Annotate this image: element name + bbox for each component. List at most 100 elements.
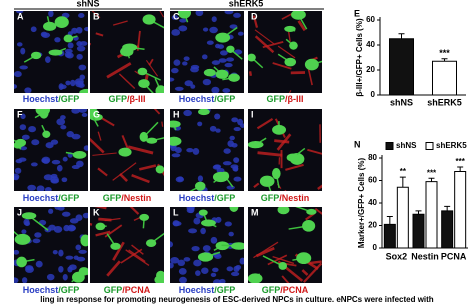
nucleus [21,134,30,140]
nucleus [30,162,38,167]
gfp-cell [302,220,316,232]
nucleus [66,52,74,59]
image-content [90,207,164,283]
red-fiber [317,184,322,191]
bar [441,210,454,249]
nucleus [226,266,234,272]
nucleus [34,232,42,238]
red-fiber [97,167,108,177]
red-fiber [127,145,154,155]
red-fiber [97,131,102,141]
red-fiber [301,269,309,276]
micrograph: J [14,207,88,283]
nucleus [44,186,52,191]
panel-label: B [93,11,100,21]
y-axis-label: Marker+/GFP+ Cells (%) [357,158,366,249]
chart-label: E [354,8,360,18]
nucleus [14,71,22,78]
nucleus [36,185,45,191]
y-tick-label: 80 [368,153,377,162]
nucleus [54,207,61,210]
gfp-cell [198,209,208,216]
micrograph: D [248,11,322,93]
y-tick-label: 0 [371,90,376,99]
panel-caption: Hoechst/GFP [23,94,80,104]
gfp-cell [42,130,51,138]
gfp-cell [95,222,106,231]
panel-label: F [17,109,23,119]
nucleus [178,25,188,32]
nucleus [74,78,84,86]
gfp-cell [139,131,148,142]
y-tick-label: 40 [368,198,377,207]
nucleus [230,271,240,277]
significance: *** [427,168,437,177]
nucleus [215,216,222,223]
caption-part: Hoechst [179,285,215,295]
nucleus [14,277,19,283]
gfp-cell [146,137,158,144]
caption-part: /Nestin [279,193,309,203]
significance: ** [400,167,407,176]
bar [396,186,409,249]
bar [454,171,467,249]
nucleus [78,64,87,71]
nucleus [200,227,206,235]
nucleus [21,277,28,283]
gfp-cell [14,141,23,149]
nucleus [171,29,181,36]
red-fiber [95,230,111,237]
nucleus [15,11,24,14]
gfp-cell [63,34,74,43]
image-background [248,207,322,283]
nucleus [210,236,218,244]
y-tick-label: 20 [366,65,375,74]
nucleus [70,79,76,87]
nucleus [45,56,51,64]
nucleus [16,42,23,47]
nucleus [76,256,86,262]
gfp-cell [277,207,290,215]
image-content [14,109,88,191]
nucleus [239,257,244,265]
nucleus [191,245,200,252]
legend-label: shNS [396,141,417,150]
nucleus [183,109,192,117]
legend-label: shERK5 [436,141,467,150]
image-content [248,207,322,283]
nucleus [61,211,71,217]
red-fiber [287,30,291,42]
nucleus [211,60,221,65]
red-fiber [254,29,275,45]
nucleus [76,45,86,52]
red-fiber [95,32,104,37]
gfp-cell [72,150,87,159]
nucleus [233,157,240,164]
gfp-cell [220,171,230,181]
gfp-cell [122,43,138,52]
nucleus [56,164,63,172]
nucleus [210,272,217,278]
nucleus [178,268,187,275]
image-content [14,11,88,93]
x-tick-label: shNS [390,97,413,107]
nucleus [218,58,227,63]
gfp-cell [284,25,296,32]
red-fiber [307,66,313,86]
x-tick-label: PCNA [441,251,467,261]
nucleus [56,118,66,126]
figure-caption: ling in response for promoting neurogene… [40,295,434,304]
panel-caption: Hoechst/GFP [179,94,236,104]
panel-caption: GFP/β-III [108,94,145,104]
gfp-cell [248,53,256,62]
caption-part: /GFP [58,94,79,104]
red-fiber [94,207,107,210]
caption-part: /GFP [58,193,79,203]
panel-label: A [17,11,24,21]
gfp-cell [170,136,182,146]
nucleus [27,184,37,191]
image-content [170,109,244,191]
nucleus [71,27,78,34]
gfp-cell [155,85,164,93]
red-fiber [129,207,140,215]
